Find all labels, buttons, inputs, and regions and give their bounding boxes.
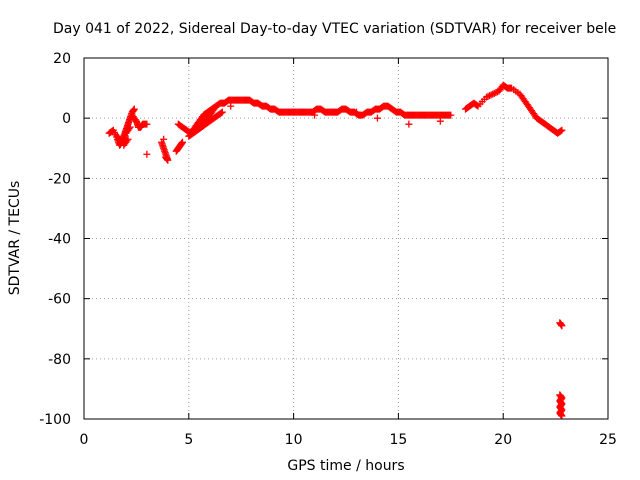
data-point (518, 93, 526, 101)
data-points (105, 81, 566, 420)
axis-ticks: 0 5 10 15 20 25 -100 -80 -60 -40 -20 0 20 (39, 51, 617, 448)
data-point (490, 89, 498, 97)
data-point (556, 128, 564, 136)
data-point (124, 126, 132, 134)
x-tick-label: 20 (494, 432, 512, 448)
data-point (436, 117, 444, 125)
chart-title: Day 041 of 2022, Sidereal Day-to-day VTE… (53, 21, 616, 37)
data-point (214, 101, 222, 109)
data-point (122, 138, 130, 146)
y-tick-label: -40 (48, 232, 71, 248)
y-tick-label: 0 (62, 111, 71, 127)
data-point (361, 110, 369, 118)
grid (84, 58, 608, 419)
data-point (378, 104, 386, 112)
data-point (344, 107, 352, 115)
data-point (473, 101, 481, 109)
data-point (399, 110, 407, 118)
data-point (204, 113, 212, 121)
data-point (217, 109, 225, 117)
data-point (405, 120, 413, 128)
data-point (123, 137, 131, 145)
data-point (507, 84, 515, 92)
data-point (191, 123, 199, 131)
x-tick-label: 10 (285, 432, 303, 448)
data-point (373, 114, 381, 122)
y-tick-label: 20 (53, 51, 71, 67)
y-axis-label: SDTVAR / TECUs (7, 181, 23, 296)
data-point (369, 107, 377, 115)
data-point (557, 321, 565, 329)
data-point (223, 98, 231, 106)
data-point (130, 106, 138, 114)
data-point (557, 411, 565, 419)
data-point (121, 131, 129, 139)
data-point (492, 89, 500, 97)
data-point (336, 107, 344, 115)
data-point (142, 120, 150, 128)
data-point (319, 107, 327, 115)
data-point (514, 89, 522, 97)
data-point (480, 95, 488, 103)
data-point (486, 92, 494, 100)
y-tick-label: -60 (48, 292, 71, 308)
data-point (130, 114, 138, 122)
data-point (131, 116, 139, 124)
data-point (107, 128, 115, 136)
data-point (209, 107, 217, 115)
data-point (531, 111, 539, 119)
x-tick-label: 15 (389, 432, 407, 448)
data-point (526, 105, 534, 113)
data-point (273, 107, 281, 115)
data-point (162, 154, 170, 162)
x-tick-label: 5 (184, 432, 193, 448)
data-point (446, 111, 454, 119)
data-point (161, 149, 169, 157)
data-point (352, 110, 360, 118)
x-axis-label: GPS time / hours (287, 458, 404, 474)
data-point (501, 83, 509, 91)
x-tick-label: 25 (599, 432, 617, 448)
data-point (311, 107, 319, 115)
y-tick-label: -20 (48, 171, 71, 187)
y-tick-label: -100 (39, 412, 71, 428)
data-point (178, 139, 186, 147)
data-point (487, 91, 495, 99)
data-point (216, 110, 224, 118)
data-point (390, 107, 398, 115)
data-point (208, 108, 216, 116)
x-tick-label: 0 (80, 432, 89, 448)
data-point (227, 102, 235, 110)
data-point (522, 99, 530, 107)
data-point (143, 150, 151, 158)
data-point (472, 101, 480, 109)
data-point (489, 90, 497, 98)
data-point (125, 125, 133, 133)
y-tick-label: -80 (48, 352, 71, 368)
data-point (256, 101, 264, 109)
data-point (159, 143, 167, 151)
data-point (557, 127, 565, 135)
data-point (116, 135, 124, 143)
data-point (484, 92, 492, 100)
data-point (264, 104, 272, 112)
data-point (160, 135, 168, 143)
data-point (248, 98, 256, 106)
